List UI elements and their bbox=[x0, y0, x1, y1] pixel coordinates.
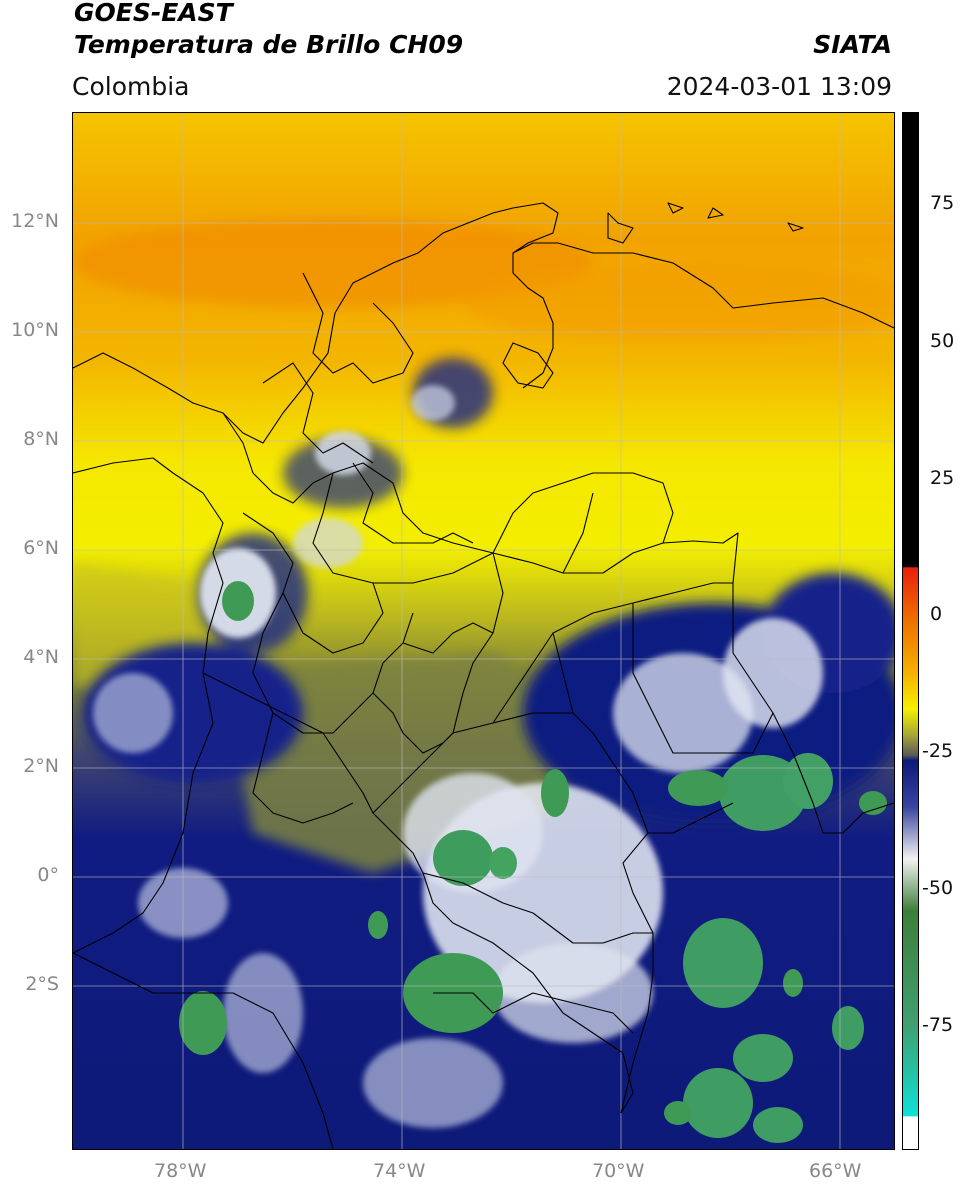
region-label: Colombia bbox=[72, 72, 190, 101]
colorbar-tick-label: -50 bbox=[922, 877, 954, 899]
colorbar-tick-label: 25 bbox=[930, 467, 955, 489]
product-title: Temperatura de Brillo CH09 bbox=[74, 30, 464, 59]
lon-tick-label: 78°W bbox=[154, 1160, 207, 1182]
datetime-label: 2024-03-01 13:09 bbox=[666, 72, 892, 101]
warm-band bbox=[73, 218, 894, 343]
boundaries bbox=[73, 202, 894, 1149]
colorbar-tick-label: 0 bbox=[930, 603, 943, 625]
lon-tick-label: 70°W bbox=[592, 1160, 645, 1182]
colorbar-gradient bbox=[903, 113, 918, 1149]
satellite-title: GOES-EAST bbox=[74, 0, 233, 27]
colorbar-tick-label: 50 bbox=[930, 330, 955, 352]
lon-tick-label: 66°W bbox=[809, 1160, 862, 1182]
lat-tick-label: 12°N bbox=[11, 210, 59, 232]
lat-tick-label: 2°N bbox=[23, 755, 59, 777]
colorbar-tick-label: -75 bbox=[922, 1014, 954, 1036]
lat-tick-label: 2°S bbox=[25, 973, 59, 995]
colorbar bbox=[902, 112, 919, 1150]
colorbar-tick-label: 75 bbox=[930, 192, 955, 214]
lon-tick-label: 74°W bbox=[373, 1160, 426, 1182]
satellite-map[interactable] bbox=[72, 112, 895, 1150]
colorbar-tick-label: -25 bbox=[922, 740, 954, 762]
map-canvas bbox=[73, 113, 894, 1149]
graticule bbox=[73, 113, 894, 1149]
lat-tick-label: 6°N bbox=[23, 537, 59, 559]
lat-tick-label: 0° bbox=[37, 864, 59, 886]
lat-tick-label: 10°N bbox=[11, 319, 59, 341]
lat-tick-label: 8°N bbox=[23, 428, 59, 450]
lat-tick-label: 4°N bbox=[23, 646, 59, 668]
agency-label: SIATA bbox=[813, 30, 892, 59]
